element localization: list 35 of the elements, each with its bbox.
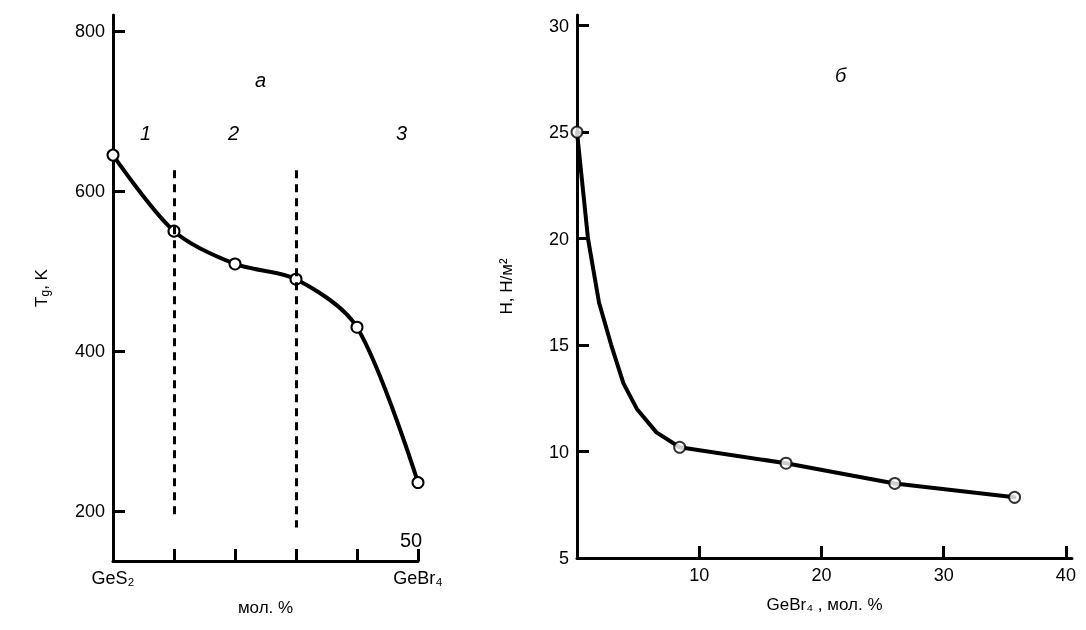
y-tick-label: 400 xyxy=(74,341,105,362)
annotation: 2 xyxy=(227,122,240,144)
annotation: 50 xyxy=(400,529,423,551)
y-tick-label: 5 xyxy=(558,548,569,568)
x-axis-title: GeBr₄ , мол. % xyxy=(766,595,883,614)
point xyxy=(350,320,364,334)
x-tick-label: 30 xyxy=(933,565,954,585)
y-tick-label: 600 xyxy=(74,181,105,202)
x-tick-label: 40 xyxy=(1055,565,1076,585)
point xyxy=(228,257,242,271)
x-tick-label: GeS₂ xyxy=(91,568,135,588)
y-axis-title: H, Н/м² xyxy=(497,258,516,315)
x-axis-title: мол. % xyxy=(237,598,294,617)
y-tick-label: 200 xyxy=(74,501,105,522)
annotation: б xyxy=(835,64,847,86)
annotation: 3 xyxy=(396,122,408,144)
y-tick-label: 15 xyxy=(548,335,569,356)
point xyxy=(106,148,120,162)
point xyxy=(888,476,902,490)
point xyxy=(673,440,687,454)
x-tick-label: GeBr₄ xyxy=(393,568,443,588)
y-tick-label: 20 xyxy=(548,228,569,249)
x-tick-label: 10 xyxy=(689,565,710,585)
point xyxy=(1008,490,1022,504)
x-tick-label: 20 xyxy=(811,565,832,585)
y-tick-label: 25 xyxy=(548,122,569,143)
point xyxy=(411,476,425,490)
y-tick-label: 800 xyxy=(74,21,105,42)
y-tick-label: 30 xyxy=(548,15,569,36)
point xyxy=(570,125,584,139)
y-axis-title: Tg, K xyxy=(31,268,52,307)
point xyxy=(779,456,793,470)
annotation: а xyxy=(255,69,267,91)
annotation: 1 xyxy=(140,122,152,144)
y-tick-label: 10 xyxy=(548,441,569,462)
